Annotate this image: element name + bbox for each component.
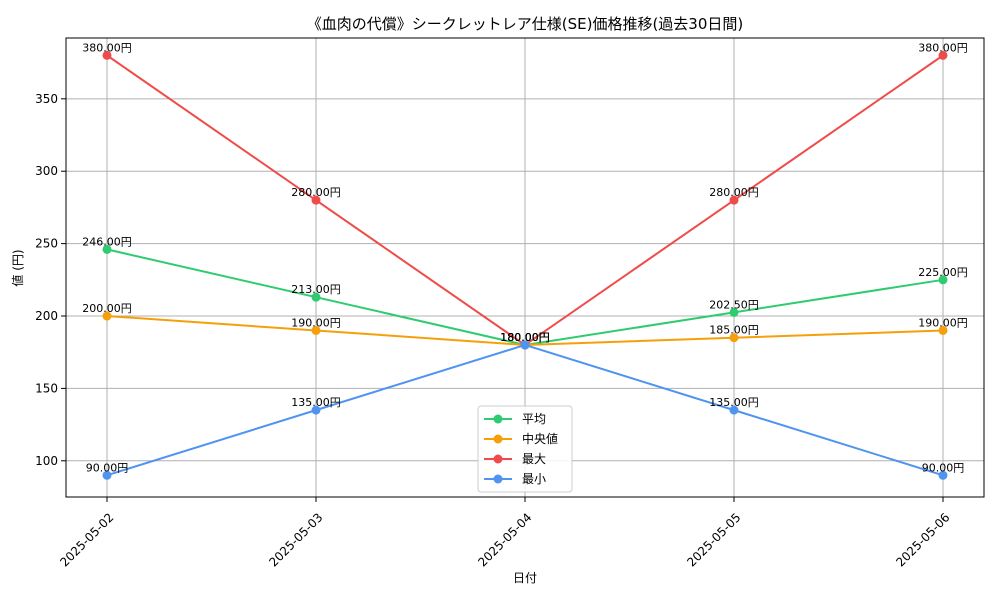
data-point [520,340,530,350]
x-tick-label: 2025-05-02 [57,510,116,569]
data-point [311,325,321,335]
data-point [729,333,739,343]
y-tick-label: 200 [35,309,58,323]
data-label: 202.50円 [709,298,759,311]
data-point [102,470,112,480]
data-point [102,50,112,60]
data-label: 225.00円 [918,266,968,279]
data-point [938,275,948,285]
x-tick-label: 2025-05-03 [266,510,325,569]
data-point [311,405,321,415]
y-axis-label: 値 (円) [10,249,25,286]
data-point [311,292,321,302]
data-label: 180.00円 [500,331,550,344]
data-point [938,470,948,480]
data-label: 90.00円 [922,461,965,474]
data-point [729,405,739,415]
data-point [102,311,112,321]
data-labels: 246.00円 213.00円 180.00円 202.50円 225.00円 200.0… [82,41,968,474]
data-label: 190.00円 [291,316,341,329]
chart-title: 《血肉の代償》シークレットレア仕様(SE)価格推移(過去30日間) [307,15,744,33]
data-label: 180.00円 [500,331,550,344]
data-label: 200.00円 [82,302,132,315]
data-label: 280.00円 [291,186,341,199]
legend-label: 最大 [522,452,546,466]
data-label: 246.00円 [82,235,132,248]
data-label: 185.00円 [709,324,759,337]
x-tick-label: 2025-05-06 [893,510,952,569]
y-tick-label: 150 [35,381,58,395]
data-label: 280.00円 [709,186,759,199]
data-label: 135.00円 [709,396,759,409]
data-label: 190.00円 [918,316,968,329]
legend-box [477,405,573,493]
data-point [311,195,321,205]
legend-label: 中央値 [522,431,558,446]
data-label: 213.00円 [291,283,341,296]
x-tick-label: 2025-05-05 [684,510,743,569]
data-label: 180.00円 [500,331,550,344]
legend-marker [493,454,503,464]
data-point [102,244,112,254]
data-label: 135.00円 [291,396,341,409]
y-axis: 100 150 200 250 300 350 [35,92,66,468]
data-label: 90.00円 [86,461,129,474]
y-tick-label: 100 [35,454,58,468]
data-point [729,195,739,205]
legend-marker [493,434,503,444]
legend-label: 平均 [522,412,546,426]
series-lines [102,50,948,480]
data-label: 380.00円 [82,41,132,54]
data-point [938,325,948,335]
y-tick-label: 350 [35,92,58,106]
y-tick-label: 250 [35,237,58,251]
x-tick-label: 2025-05-04 [475,510,534,569]
data-point [729,307,739,317]
legend-marker [493,474,503,484]
x-axis-label: 日付 [513,571,537,585]
x-axis: 2025-05-02 2025-05-03 2025-05-04 2025-05-05… [57,497,953,569]
data-label: 380.00円 [918,41,968,54]
legend-marker [493,414,503,424]
data-point [938,50,948,60]
y-tick-label: 300 [35,164,58,178]
legend-label: 最小 [522,472,546,486]
data-label: 180.00円 [500,331,550,344]
